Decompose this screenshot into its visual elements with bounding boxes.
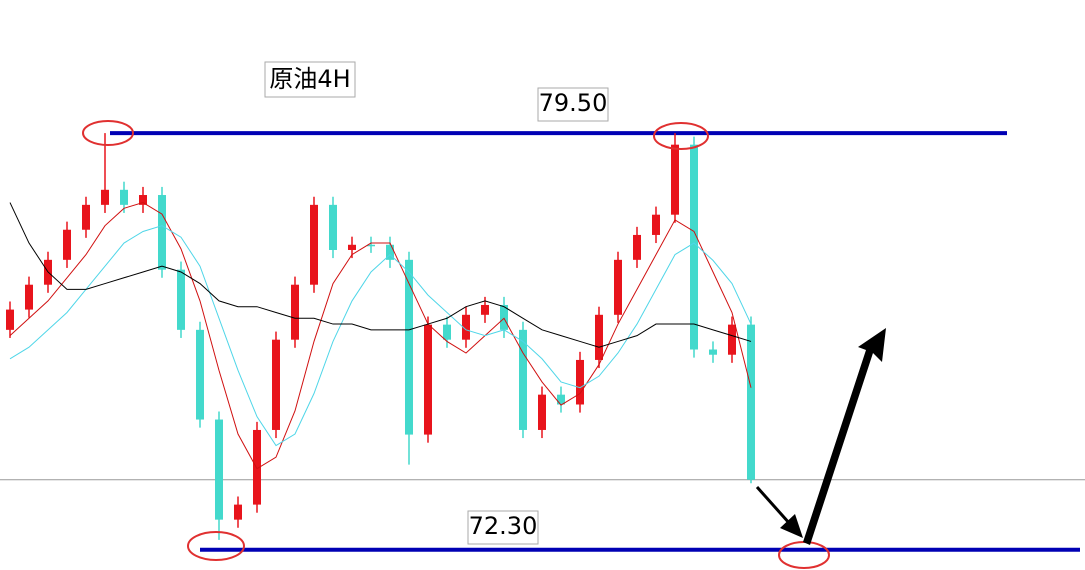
highlight-ellipse [653, 122, 709, 150]
level-label-box [537, 87, 609, 122]
annotations: 原油4H [82, 61, 886, 569]
arrow [803, 328, 886, 545]
level-label: 79.50 [539, 89, 608, 117]
title-box [264, 61, 356, 98]
candle-body [462, 314, 470, 340]
candle-body [538, 394, 546, 430]
candle-body [386, 244, 394, 260]
candle-body [614, 259, 622, 315]
candle-body [728, 324, 736, 355]
candle-body [291, 284, 299, 340]
highlight-ellipse [187, 531, 245, 561]
candle-body [215, 419, 223, 520]
candle-body [348, 244, 356, 250]
candle-body [424, 324, 432, 435]
candle-body [310, 204, 318, 285]
candle-body [234, 504, 242, 520]
candle-body [120, 189, 128, 205]
candle-body [500, 304, 508, 330]
candle-body [82, 204, 90, 230]
candle-body [595, 314, 603, 360]
candle-body [405, 259, 413, 435]
candle-body [329, 204, 337, 250]
candle-body [196, 329, 204, 420]
moving-average [9, 201, 752, 470]
candle-body [367, 244, 375, 247]
candle-body [177, 269, 185, 330]
candle-body [557, 394, 565, 405]
candle-body [633, 234, 641, 260]
candle-body [690, 144, 698, 350]
candle-body [272, 339, 280, 430]
candle-body [576, 359, 584, 405]
arrow-shaft [755, 486, 792, 525]
chart-title: 原油4H [269, 65, 350, 93]
candle-body [671, 144, 679, 215]
plot-area [0, 131, 1085, 552]
candle-body [6, 309, 14, 330]
candle-body [253, 429, 261, 505]
moving-average [9, 202, 752, 348]
candle-body [443, 324, 451, 340]
candle-body [747, 324, 755, 480]
arrow-head [780, 514, 803, 538]
candle-body [63, 229, 71, 260]
candle-body [481, 304, 489, 315]
candle-body [652, 214, 660, 235]
highlight-ellipse [82, 120, 134, 146]
candle-body [158, 195, 166, 270]
candle-body [519, 329, 527, 430]
candle-body [139, 195, 147, 205]
candle-body [25, 284, 33, 310]
candle-body [101, 189, 109, 205]
level-label-box [467, 510, 539, 545]
highlight-ellipse [778, 541, 830, 569]
candle-body [709, 349, 717, 355]
level-label: 72.30 [469, 512, 538, 540]
